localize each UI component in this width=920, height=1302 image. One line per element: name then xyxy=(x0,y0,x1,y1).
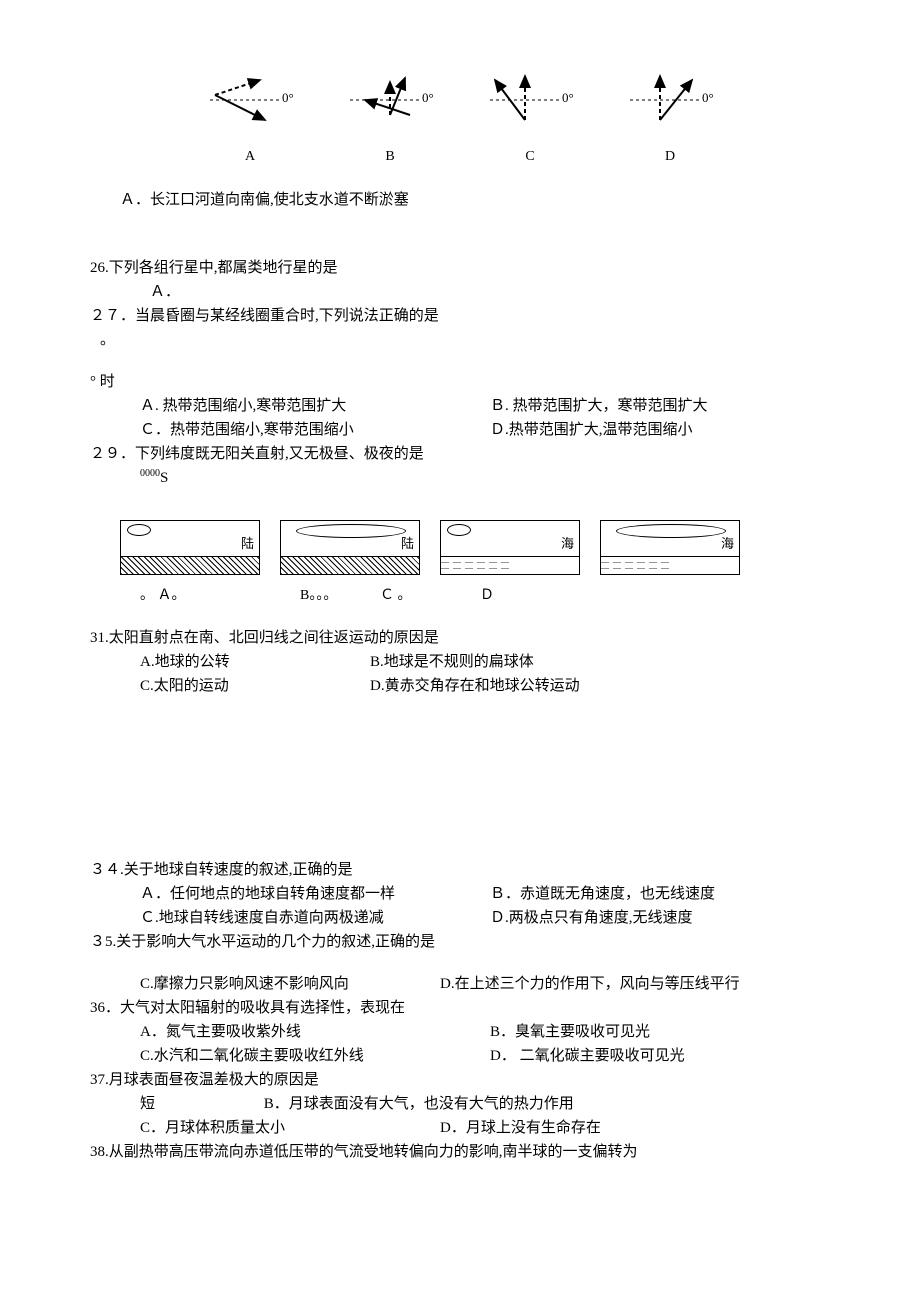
box-labels: 。 Ａ。 B。。。 Ｃ 。 Ｄ xyxy=(120,585,860,607)
q31-row1: A.地球的公转 B.地球是不规则的扁球体 xyxy=(60,650,860,674)
box-label-d: Ｄ xyxy=(460,585,600,607)
q34-b: Ｂ．赤道既无角速度，也无线速度 xyxy=(490,882,715,906)
zero-deg-b: 0° xyxy=(422,88,434,109)
diagram-a-label: A xyxy=(245,146,255,168)
q28-prefix: ° 时 xyxy=(60,370,860,394)
q37-row1: 短 B．月球表面没有大气，也没有大气的热力作用 xyxy=(60,1092,860,1116)
q34-stem: ３４.关于地球自转速度的叙述,正确的是 xyxy=(60,858,860,882)
box-d: 海 — — — — — —— — — — — —— — — — — — xyxy=(600,520,740,575)
q35-row2: C.摩擦力只影响风速不影响风向 D.在上述三个力的作用下，风向与等压线平行 xyxy=(60,972,860,996)
hatch-icon xyxy=(121,556,259,574)
q36-b: B．臭氧主要吸收可见光 xyxy=(490,1020,650,1044)
q36-stem: 36．大气对太阳辐射的吸收具有选择性，表现在 xyxy=(60,996,860,1020)
q34-row2: Ｃ.地球自转线速度自赤道向两极递减 Ｄ.两极点只有角速度,无线速度 xyxy=(60,906,860,930)
zero-deg-a: 0° xyxy=(282,88,294,109)
landsea-boxes: 陆 陆 海 — — — — — —— — — — — —— — — — — — … xyxy=(120,520,860,575)
cloud-big-icon xyxy=(296,524,406,538)
q36-row2: C.水汽和二氧化碳主要吸收红外线 D． 二氧化碳主要吸收可见光 xyxy=(60,1044,860,1068)
q34-d: Ｄ.两极点只有角速度,无线速度 xyxy=(490,906,693,930)
q37-stem: 37.月球表面昼夜温差极大的原因是 xyxy=(60,1068,860,1092)
q36-c: C.水汽和二氧化碳主要吸收红外线 xyxy=(140,1044,490,1068)
box-label-a: 。 Ａ。 xyxy=(120,585,260,607)
diagram-c: 0° C xyxy=(480,70,580,168)
q28-d: Ｄ.热带范围扩大,温带范围缩小 xyxy=(490,418,693,442)
wave-icon: — — — — — —— — — — — —— — — — — — xyxy=(441,556,579,574)
q31-stem: 31.太阳直射点在南、北回归线之间往返运动的原因是 xyxy=(60,626,860,650)
q29-sub-s: S xyxy=(160,470,168,486)
q31-c: C.太阳的运动 xyxy=(140,674,370,698)
q29-sub-num: 0000 xyxy=(140,468,160,479)
q28-row2: Ｃ．热带范围缩小,寒带范围缩小 Ｄ.热带范围扩大,温带范围缩小 xyxy=(60,418,860,442)
q28-row1: Ａ. 热带范围缩小,寒带范围扩大 Ｂ. 热带范围扩大，寒带范围扩大 xyxy=(60,394,860,418)
wave-icon: — — — — — —— — — — — —— — — — — — xyxy=(601,556,739,574)
q38-stem: 38.从副热带高压带流向赤道低压带的气流受地转偏向力的影响,南半球的一支偏转为 xyxy=(60,1140,860,1164)
box-c-text: 海 xyxy=(561,534,574,555)
q29-stem: ２９．下列纬度既无阳关直射,又无极昼、极夜的是 xyxy=(60,442,860,466)
q31-b: B.地球是不规则的扁球体 xyxy=(370,650,534,674)
q25-option-a: Ａ．长江口河道向南偏,使北支水道不断淤塞 xyxy=(60,188,860,212)
q34-a: Ａ．任何地点的地球自转角速度都一样 xyxy=(140,882,490,906)
box-b: 陆 xyxy=(280,520,420,575)
q35-c: C.摩擦力只影响风速不影响风向 xyxy=(140,972,440,996)
q28-a: Ａ. 热带范围缩小,寒带范围扩大 xyxy=(140,394,490,418)
q37-c: C．月球体积质量太小 xyxy=(140,1116,440,1140)
q37-a: 短 xyxy=(140,1092,260,1116)
diagram-d: 0° D xyxy=(620,70,720,168)
q26-stem: 26.下列各组行星中,都属类地行星的是 xyxy=(60,256,860,280)
hatch-icon xyxy=(281,556,419,574)
cloud-small-icon xyxy=(127,524,151,536)
q37-d: D．月球上没有生命存在 xyxy=(440,1116,601,1140)
box-c: 海 — — — — — —— — — — — —— — — — — — xyxy=(440,520,580,575)
q36-a: A．氮气主要吸收紫外线 xyxy=(140,1020,490,1044)
box-a: 陆 xyxy=(120,520,260,575)
q37-row2: C．月球体积质量太小 D．月球上没有生命存在 xyxy=(60,1116,860,1140)
zero-deg-c: 0° xyxy=(562,88,574,109)
box-d-text: 海 xyxy=(721,534,734,555)
diagram-a: 0° A xyxy=(200,70,300,168)
cloud-small-icon xyxy=(447,524,471,536)
diagram-b-label: B xyxy=(385,146,394,168)
box-b-text: 陆 xyxy=(401,534,414,555)
q35-d: D.在上述三个力的作用下，风向与等压线平行 xyxy=(440,972,740,996)
diagram-c-label: C xyxy=(525,146,534,168)
q34-c: Ｃ.地球自转线速度自赤道向两极递减 xyxy=(140,906,490,930)
q31-a: A.地球的公转 xyxy=(140,650,370,674)
q36-d: D． 二氧化碳主要吸收可见光 xyxy=(490,1044,685,1068)
q26-a: Ａ． xyxy=(60,280,860,304)
q37-b: B．月球表面没有大气，也没有大气的热力作用 xyxy=(264,1096,574,1112)
diagram-b: 0° B xyxy=(340,70,440,168)
q27-stem: ２７．当晨昏圈与某经线圈重合时,下列说法正确的是 xyxy=(60,304,860,328)
box-a-text: 陆 xyxy=(241,534,254,555)
cloud-big-icon xyxy=(616,524,726,538)
q27-dot: 。 xyxy=(60,328,860,352)
q36-row1: A．氮气主要吸收紫外线 B．臭氧主要吸收可见光 xyxy=(60,1020,860,1044)
q34-row1: Ａ．任何地点的地球自转角速度都一样 Ｂ．赤道既无角速度，也无线速度 xyxy=(60,882,860,906)
coriolis-diagrams: 0° A 0° B 0° C xyxy=(60,70,860,168)
zero-deg-d: 0° xyxy=(702,88,714,109)
q31-row2: C.太阳的运动 D.黄赤交角存在和地球公转运动 xyxy=(60,674,860,698)
diagram-d-label: D xyxy=(665,146,675,168)
q28-c: Ｃ．热带范围缩小,寒带范围缩小 xyxy=(140,418,490,442)
q35-stem: ３5.关于影响大气水平运动的几个力的叙述,正确的是 xyxy=(60,930,860,954)
q28-b: Ｂ. 热带范围扩大，寒带范围扩大 xyxy=(490,394,708,418)
q29-sub: 0000S xyxy=(60,466,860,490)
q31-d: D.黄赤交角存在和地球公转运动 xyxy=(370,674,580,698)
